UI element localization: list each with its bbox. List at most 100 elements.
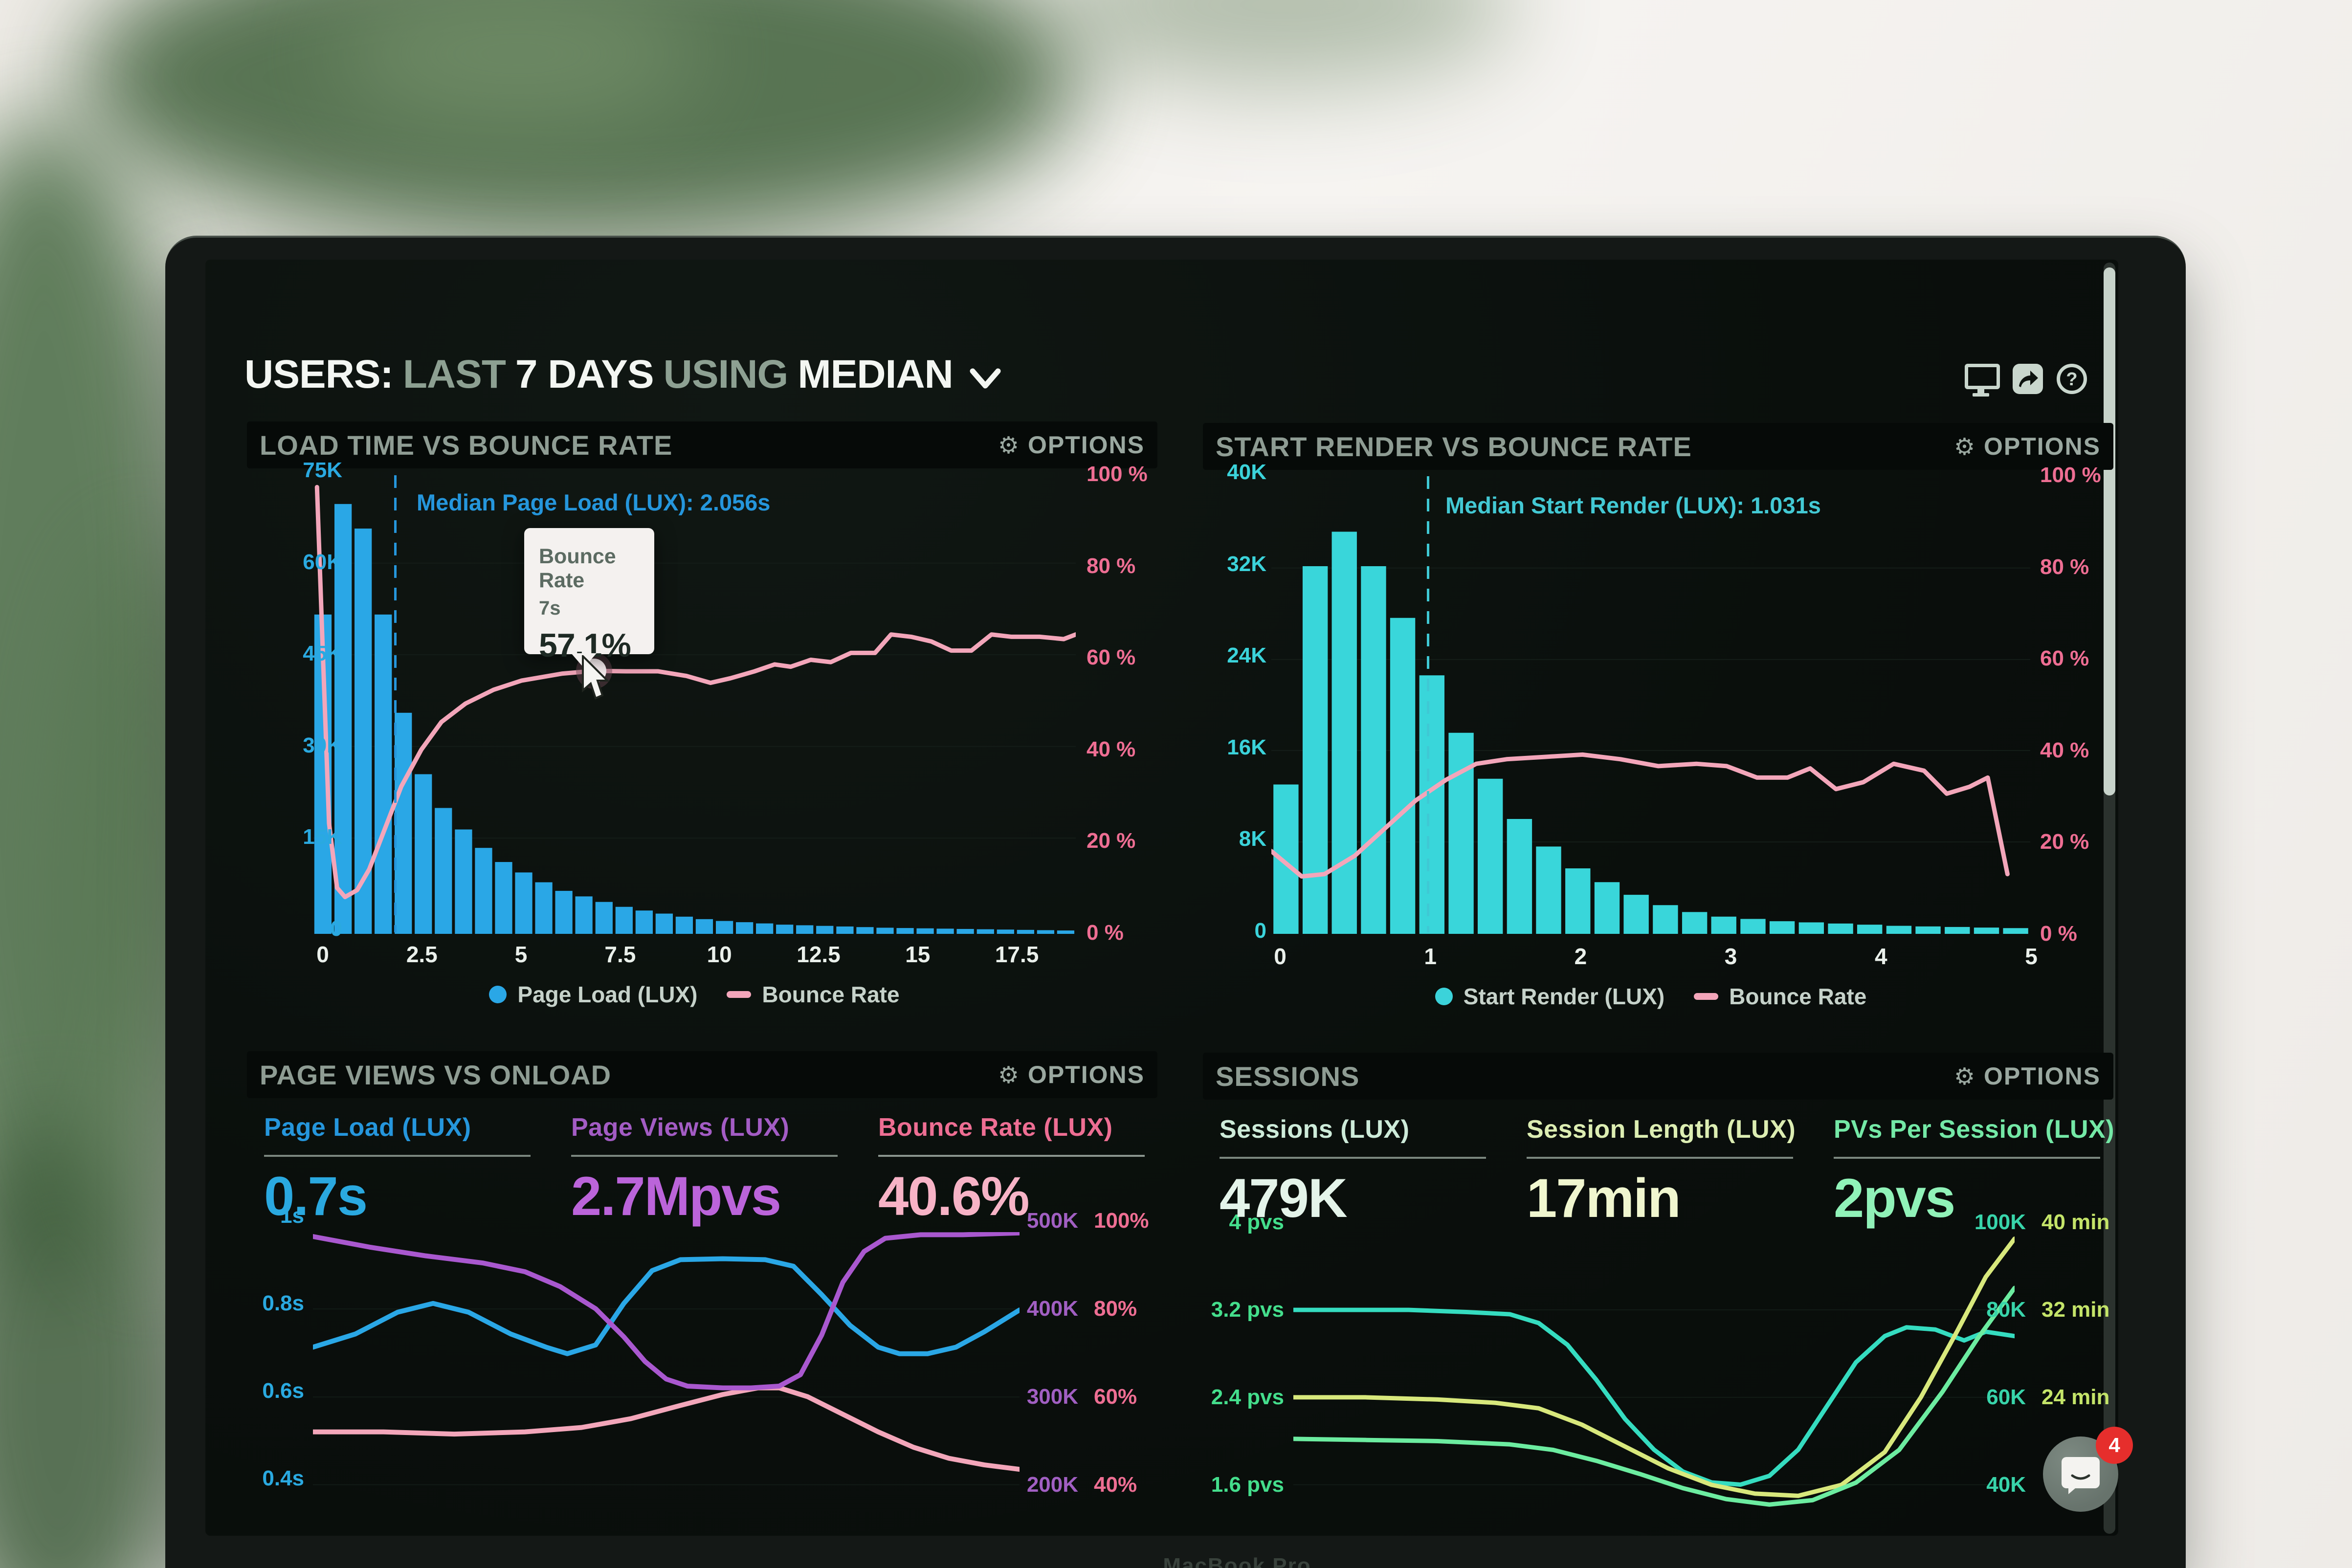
legend-label: Bounce Rate	[762, 982, 900, 1007]
axis-label: 40 min	[2041, 1210, 2110, 1234]
axis-label: 10	[707, 942, 732, 967]
laptop-brand-text: MacBook Pro	[1163, 1554, 1311, 1568]
axis-label: 60%	[1094, 1385, 1137, 1409]
axis-label: 300K	[1026, 1385, 1078, 1409]
title-users: USERS:	[244, 352, 394, 397]
median-annotation: Median Page Load (LUX): 2.056s	[417, 489, 771, 515]
options-button[interactable]: ⚙ OPTIONS	[1954, 1062, 2101, 1090]
options-label: OPTIONS	[1027, 1061, 1145, 1088]
tooltip-x-value: 7s	[539, 597, 561, 619]
gear-icon: ⚙	[1953, 433, 1976, 461]
axis-label: 40K	[1227, 460, 1266, 484]
options-button[interactable]: ⚙ OPTIONS	[1954, 432, 2101, 461]
legend-item: Bounce Rate	[1694, 983, 1866, 1010]
axis-label: 80K	[1986, 1298, 2026, 1322]
page-title[interactable]: USERS: LAST 7 DAYS USING MEDIAN	[244, 351, 1001, 398]
metric-bounce-rate: Bounce Rate (LUX) 40.6%	[878, 1113, 1172, 1228]
axis-label: 7.5	[604, 942, 636, 967]
panel-header-sessions: SESSIONS ⚙ OPTIONS	[1203, 1053, 2113, 1100]
tooltip: Bounce Rate 7s 57.1%	[524, 528, 654, 668]
axis-label: 16K	[1227, 735, 1266, 759]
plant-blur	[1051, 0, 1516, 88]
options-button[interactable]: ⚙ OPTIONS	[998, 431, 1145, 459]
legend: Page Load (LUX) Bounce Rate	[313, 980, 1076, 1009]
axis-label: 1s	[280, 1204, 304, 1228]
display-icon-base	[1973, 393, 1989, 397]
axis-label: 0	[1274, 944, 1287, 969]
display-icon-stand	[1977, 389, 1984, 393]
metric-value: 2pvs	[1834, 1168, 1955, 1229]
legend-label: Start Render (LUX)	[1463, 984, 1665, 1009]
metric-divider	[878, 1155, 1145, 1157]
tooltip-series: Bounce Rate	[539, 545, 616, 592]
options-label: OPTIONS	[1983, 433, 2101, 460]
load-time-chart[interactable]	[313, 473, 1076, 934]
axis-label: 5	[514, 942, 528, 967]
metric-divider	[571, 1155, 838, 1157]
metric-session-length: Session Length (LUX) 17min	[1527, 1115, 1820, 1230]
metric-divider	[1220, 1157, 1486, 1159]
series-swatch-icon	[1694, 993, 1719, 1000]
sessions-chart[interactable]	[1293, 1232, 2015, 1536]
axis-label: 60 %	[1087, 645, 1136, 669]
axis-label: 2	[1574, 944, 1587, 969]
chat-widget-button[interactable]: 4	[2043, 1427, 2133, 1512]
axis-label: 60 %	[2040, 646, 2089, 670]
panel-title: PAGE VIEWS VS ONLOAD	[260, 1059, 612, 1090]
metric-label: PVs Per Session (LUX)	[1834, 1115, 2115, 1144]
axis-label: 40 %	[1087, 737, 1136, 761]
legend-label: Bounce Rate	[1729, 984, 1867, 1009]
metric-value: 0.7s	[264, 1166, 368, 1227]
metric-value: 40.6%	[878, 1166, 1030, 1227]
metric-label: Bounce Rate (LUX)	[878, 1113, 1113, 1142]
axis-label: 2.4 pvs	[1211, 1385, 1284, 1409]
start-render-chart[interactable]	[1271, 474, 2030, 934]
axis-label: 0	[1254, 918, 1266, 943]
metric-label: Page Views (LUX)	[571, 1113, 790, 1142]
median-line	[1427, 476, 1429, 932]
axis-label: 15K	[303, 825, 342, 849]
chevron-down-icon[interactable]	[970, 354, 1001, 401]
title-median: MEDIAN	[798, 352, 953, 397]
display-icon[interactable]	[1965, 364, 2000, 397]
metric-value: 17min	[1527, 1168, 1681, 1229]
axis-label: 60K	[303, 550, 342, 574]
gear-icon: ⚙	[998, 1061, 1020, 1089]
metric-value: 479K	[1220, 1168, 1348, 1229]
page-views-chart[interactable]	[313, 1232, 1020, 1536]
axis-label: 8K	[1239, 827, 1266, 851]
axis-label: 0.4s	[262, 1466, 304, 1490]
axis-label: 4	[1875, 944, 1887, 969]
axis-label: 80 %	[1087, 553, 1136, 578]
axis-label: 40 %	[2040, 738, 2089, 762]
axis-label: 12.5	[797, 942, 841, 967]
metric-value: 2.7Mpvs	[571, 1166, 781, 1227]
panel-title: SESSIONS	[1216, 1060, 1360, 1092]
options-label: OPTIONS	[1027, 431, 1145, 459]
median-line	[394, 475, 397, 932]
metric-pvs-per-session: PVs Per Session (LUX) 2pvs	[1834, 1115, 2127, 1230]
axis-label: 3.2 pvs	[1211, 1298, 1284, 1322]
notification-badge: 4	[2096, 1427, 2133, 1464]
axis-label: 200K	[1026, 1473, 1078, 1497]
axis-label: 1.6 pvs	[1211, 1473, 1284, 1497]
panel-header-load-time: LOAD TIME VS BOUNCE RATE ⚙ OPTIONS	[247, 421, 1157, 468]
options-button[interactable]: ⚙ OPTIONS	[998, 1060, 1145, 1089]
axis-label: 40K	[1986, 1473, 2026, 1497]
axis-label: 30K	[303, 733, 342, 757]
gear-icon: ⚙	[998, 432, 1020, 459]
display-icon-screen	[1965, 364, 2000, 389]
axis-label: 40%	[1094, 1473, 1137, 1497]
axis-label: 20 %	[1087, 829, 1136, 853]
share-icon[interactable]	[2013, 364, 2043, 394]
panel-header-page-views: PAGE VIEWS VS ONLOAD ⚙ OPTIONS	[247, 1051, 1157, 1098]
scrollbar-thumb[interactable]	[2104, 267, 2115, 795]
metric-label: Sessions (LUX)	[1220, 1115, 1410, 1144]
help-icon[interactable]: ?	[2057, 364, 2087, 394]
legend: Start Render (LUX) Bounce Rate	[1271, 982, 2030, 1011]
cursor-icon	[582, 655, 610, 700]
axis-label: 5	[2025, 944, 2038, 969]
scrollbar[interactable]	[2104, 263, 2115, 1534]
series-swatch-icon	[727, 991, 752, 998]
